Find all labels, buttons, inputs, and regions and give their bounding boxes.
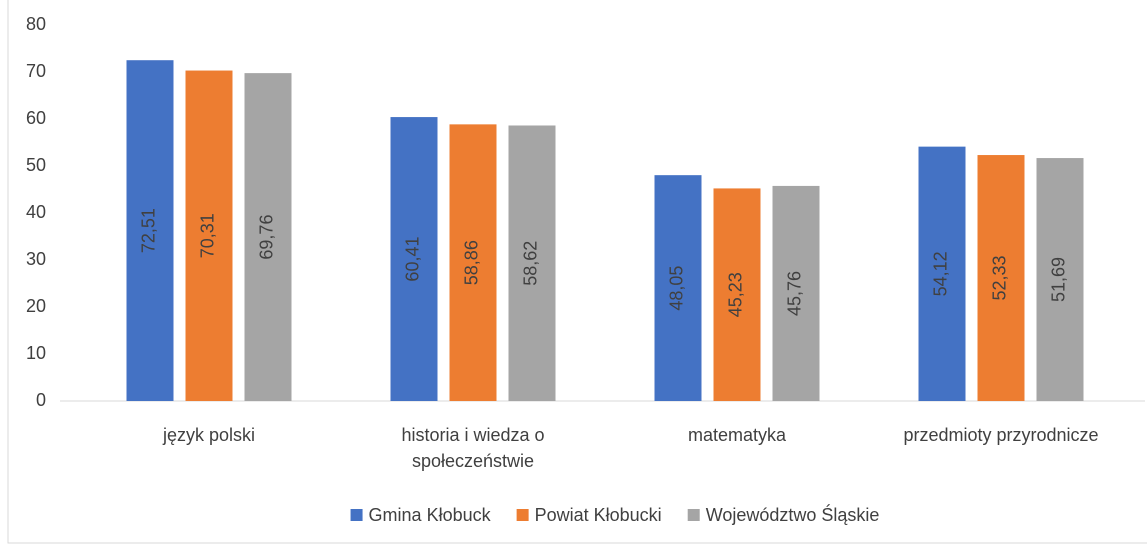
value-label: 60,41 — [403, 237, 423, 282]
x-tick-label: język polski — [162, 425, 255, 445]
bar — [185, 70, 233, 401]
value-label: 52,33 — [990, 256, 1010, 301]
legend-label: Województwo Śląskie — [706, 504, 880, 525]
bar — [977, 155, 1025, 401]
legend-swatch — [350, 509, 363, 521]
y-tick-label: 10 — [26, 343, 46, 363]
value-label: 58,62 — [521, 241, 541, 286]
value-label: 54,12 — [931, 251, 951, 296]
y-tick-label: 80 — [26, 14, 46, 34]
bar — [713, 188, 761, 401]
bar — [918, 146, 966, 401]
value-label: 48,05 — [667, 266, 687, 311]
y-tick-label: 20 — [26, 296, 46, 316]
value-label: 72,51 — [139, 208, 159, 253]
bar — [244, 73, 292, 402]
legend-label: Powiat Kłobucki — [535, 505, 662, 525]
bar — [449, 124, 497, 401]
x-tick-label: matematyka — [688, 425, 787, 445]
bar — [390, 117, 438, 401]
chart-frame — [7, 0, 1147, 544]
x-tick-label: historia i wiedza o społeczeństwie — [401, 425, 544, 471]
bar — [654, 175, 702, 401]
bar — [772, 185, 820, 401]
legend-label: Gmina Kłobuck — [369, 505, 492, 525]
legend: Gmina Kłobuck Powiat Kłobucki Województwo … — [350, 504, 880, 525]
value-label: 70,31 — [198, 213, 218, 258]
bar — [126, 60, 174, 401]
value-label: 45,23 — [726, 272, 746, 317]
value-label: 51,69 — [1049, 257, 1069, 302]
x-tick-label: przedmioty przyrodnicze — [903, 425, 1098, 445]
y-tick-label: 30 — [26, 249, 46, 269]
y-tick-label: 60 — [26, 108, 46, 128]
legend-swatch — [687, 509, 700, 521]
bar — [508, 125, 556, 402]
y-tick-label: 0 — [36, 390, 46, 410]
legend-swatch — [516, 509, 529, 521]
value-label: 69,76 — [257, 215, 277, 260]
y-tick-label: 40 — [26, 202, 46, 222]
value-label: 45,76 — [785, 271, 805, 316]
value-label: 58,86 — [462, 240, 482, 285]
y-tick-label: 50 — [26, 155, 46, 175]
y-tick-label: 70 — [26, 61, 46, 81]
bar — [1036, 158, 1084, 401]
